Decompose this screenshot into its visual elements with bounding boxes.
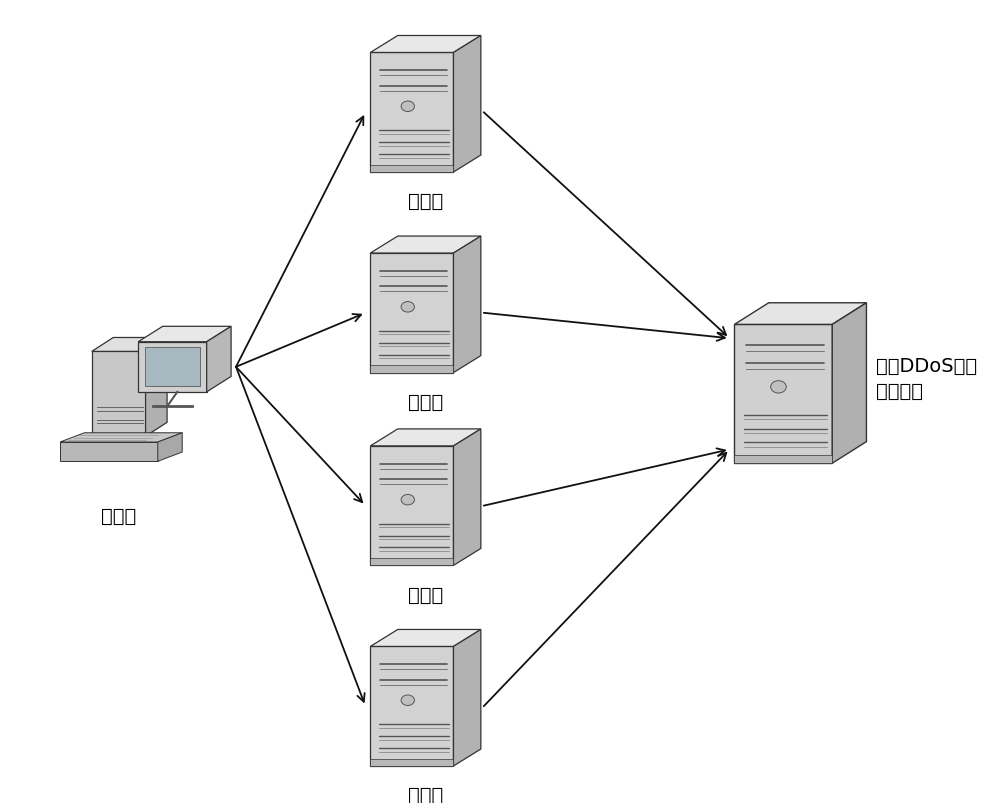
Polygon shape (92, 352, 146, 437)
Polygon shape (453, 237, 481, 373)
Text: 傀倶机: 傀倶机 (408, 785, 443, 803)
Polygon shape (370, 446, 453, 566)
Polygon shape (60, 433, 182, 442)
Polygon shape (370, 430, 481, 446)
Polygon shape (370, 559, 453, 566)
Polygon shape (734, 325, 832, 463)
Polygon shape (138, 327, 231, 342)
Polygon shape (146, 338, 167, 437)
Polygon shape (370, 646, 453, 766)
Polygon shape (370, 237, 481, 254)
Polygon shape (370, 36, 481, 53)
Polygon shape (734, 455, 832, 463)
Circle shape (401, 102, 414, 112)
Polygon shape (207, 327, 231, 393)
Text: 遇受DDoS攻击
的服务器: 遇受DDoS攻击 的服务器 (876, 357, 977, 401)
Polygon shape (158, 433, 182, 462)
Text: 傀倶机: 傀倶机 (408, 585, 443, 604)
Polygon shape (370, 165, 453, 173)
Circle shape (771, 381, 786, 393)
Polygon shape (138, 342, 207, 393)
Polygon shape (92, 338, 167, 352)
Polygon shape (370, 366, 453, 373)
Polygon shape (370, 254, 453, 373)
Polygon shape (832, 304, 866, 463)
Circle shape (401, 495, 414, 505)
Text: 傀倶机: 傀倶机 (408, 393, 443, 411)
Polygon shape (734, 304, 866, 325)
Polygon shape (145, 348, 200, 387)
Text: 傀倶机: 傀倶机 (408, 192, 443, 211)
Polygon shape (453, 630, 481, 766)
Text: 主控机: 主控机 (101, 506, 136, 525)
Circle shape (401, 302, 414, 312)
Polygon shape (370, 759, 453, 766)
Polygon shape (370, 630, 481, 646)
Polygon shape (453, 430, 481, 566)
Polygon shape (60, 442, 158, 462)
Circle shape (401, 695, 414, 706)
Polygon shape (453, 36, 481, 173)
Polygon shape (370, 53, 453, 173)
